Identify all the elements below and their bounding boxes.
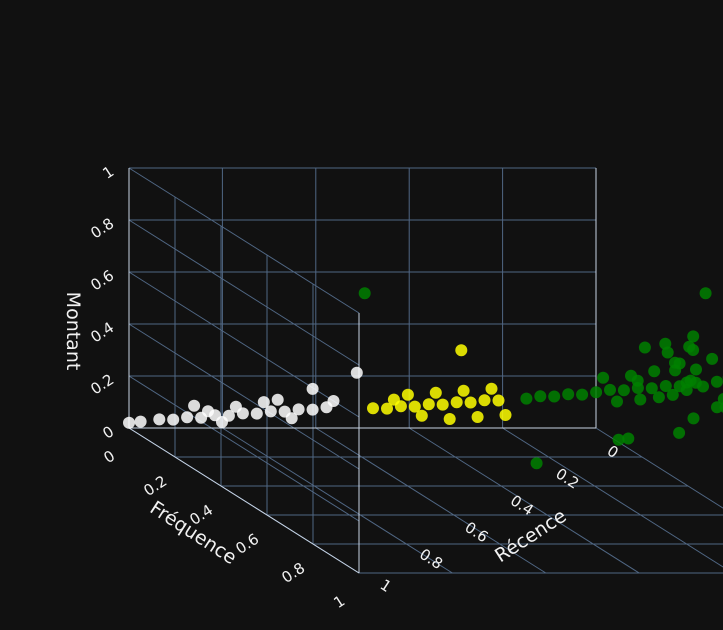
data-point-cluster-green — [604, 383, 616, 396]
data-point-cluster-white — [271, 393, 284, 406]
data-point-cluster-green — [611, 395, 623, 408]
data-point-cluster-green — [717, 393, 723, 405]
data-point-cluster-green — [520, 392, 533, 405]
data-point-cluster-yellow — [381, 402, 393, 415]
z-axis-title: Montant — [62, 292, 84, 371]
data-point-cluster-green — [645, 382, 658, 395]
data-point-cluster-white — [250, 407, 263, 420]
data-point-cluster-green — [684, 374, 697, 387]
data-point-cluster-green — [659, 337, 672, 350]
data-point-cluster-yellow — [485, 382, 498, 395]
data-point-cluster-green — [710, 375, 723, 388]
data-point-cluster-yellow — [367, 402, 379, 415]
data-point-cluster-green — [617, 384, 630, 397]
data-point-cluster-yellow — [408, 400, 421, 413]
data-point-cluster-green — [530, 457, 543, 470]
data-point-cluster-yellow — [450, 396, 463, 409]
gridline-wall-right-z — [128, 323, 360, 470]
data-point-cluster-yellow — [429, 386, 442, 399]
data-point-cluster-green — [576, 388, 589, 401]
gridline-floor-y — [408, 427, 640, 574]
data-point-cluster-yellow — [415, 409, 428, 422]
data-point-cluster-green — [719, 402, 723, 413]
data-point-cluster-yellow — [401, 388, 414, 401]
axis-edge-x — [128, 427, 360, 574]
gridline-floor-y — [315, 427, 547, 574]
data-point-cluster-green — [659, 380, 672, 392]
data-point-cluster-green — [622, 432, 635, 445]
data-point-cluster-yellow — [436, 398, 449, 411]
data-point-cluster-green — [699, 287, 712, 300]
gridline-wall-right-z — [128, 219, 360, 366]
data-point-cluster-green — [648, 365, 661, 378]
data-point-cluster-green — [652, 391, 665, 404]
data-point-cluster-white — [123, 416, 135, 429]
data-point-cluster-green — [548, 390, 561, 403]
data-point-cluster-green — [711, 401, 723, 414]
data-point-cluster-white — [236, 407, 249, 420]
data-point-cluster-white — [350, 366, 363, 379]
gridline-floor-y — [222, 427, 453, 574]
data-point-cluster-green — [638, 341, 651, 354]
data-point-cluster-green — [687, 412, 700, 425]
gridline-wall-right-z — [128, 271, 360, 418]
data-point-cluster-green — [673, 357, 686, 370]
data-point-cluster-yellow — [478, 394, 491, 407]
data-point-cluster-white — [306, 403, 319, 416]
gridline-wall-right-z — [128, 167, 360, 314]
gridline-floor-y — [595, 427, 723, 509]
data-point-cluster-white — [306, 382, 319, 395]
data-point-cluster-yellow — [464, 396, 477, 409]
data-point-cluster-yellow — [455, 344, 468, 357]
data-point-cluster-green — [612, 433, 625, 446]
data-point-cluster-green — [687, 344, 700, 356]
data-point-cluster-white — [257, 396, 270, 409]
data-point-cluster-green — [597, 371, 610, 384]
data-point-cluster-yellow — [394, 400, 407, 413]
data-point-cluster-green — [634, 393, 647, 406]
data-point-cluster-white — [181, 411, 194, 424]
data-point-cluster-white — [327, 395, 340, 407]
data-point-cluster-white — [188, 399, 201, 412]
data-point-cluster-green — [687, 330, 700, 343]
data-point-cluster-white — [292, 403, 305, 416]
data-point-cluster-yellow — [471, 411, 484, 423]
data-point-cluster-white — [222, 409, 235, 422]
data-point-cluster-yellow — [492, 394, 505, 407]
data-point-cluster-green — [673, 426, 686, 439]
point-layer — [123, 287, 723, 470]
data-point-cluster-white — [134, 415, 147, 428]
data-point-cluster-green — [666, 388, 679, 401]
data-point-cluster-green — [562, 388, 575, 401]
data-point-cluster-green — [697, 380, 709, 393]
data-point-cluster-white — [285, 412, 298, 425]
data-point-cluster-yellow — [457, 384, 470, 397]
data-point-cluster-yellow — [499, 409, 512, 421]
data-point-cluster-white — [264, 405, 277, 418]
data-point-cluster-white — [167, 413, 180, 426]
data-point-cluster-yellow — [422, 398, 435, 411]
data-point-cluster-green — [690, 363, 702, 376]
data-point-cluster-green — [534, 390, 547, 403]
data-point-cluster-green — [590, 386, 603, 399]
gridline-floor-y — [502, 427, 723, 568]
data-point-cluster-green — [358, 287, 371, 300]
gridline-wall-right-z — [128, 375, 360, 522]
data-point-cluster-white — [153, 413, 166, 426]
data-point-cluster-yellow — [443, 413, 456, 425]
data-point-cluster-green — [706, 352, 719, 365]
data-point-cluster-green — [631, 374, 644, 387]
